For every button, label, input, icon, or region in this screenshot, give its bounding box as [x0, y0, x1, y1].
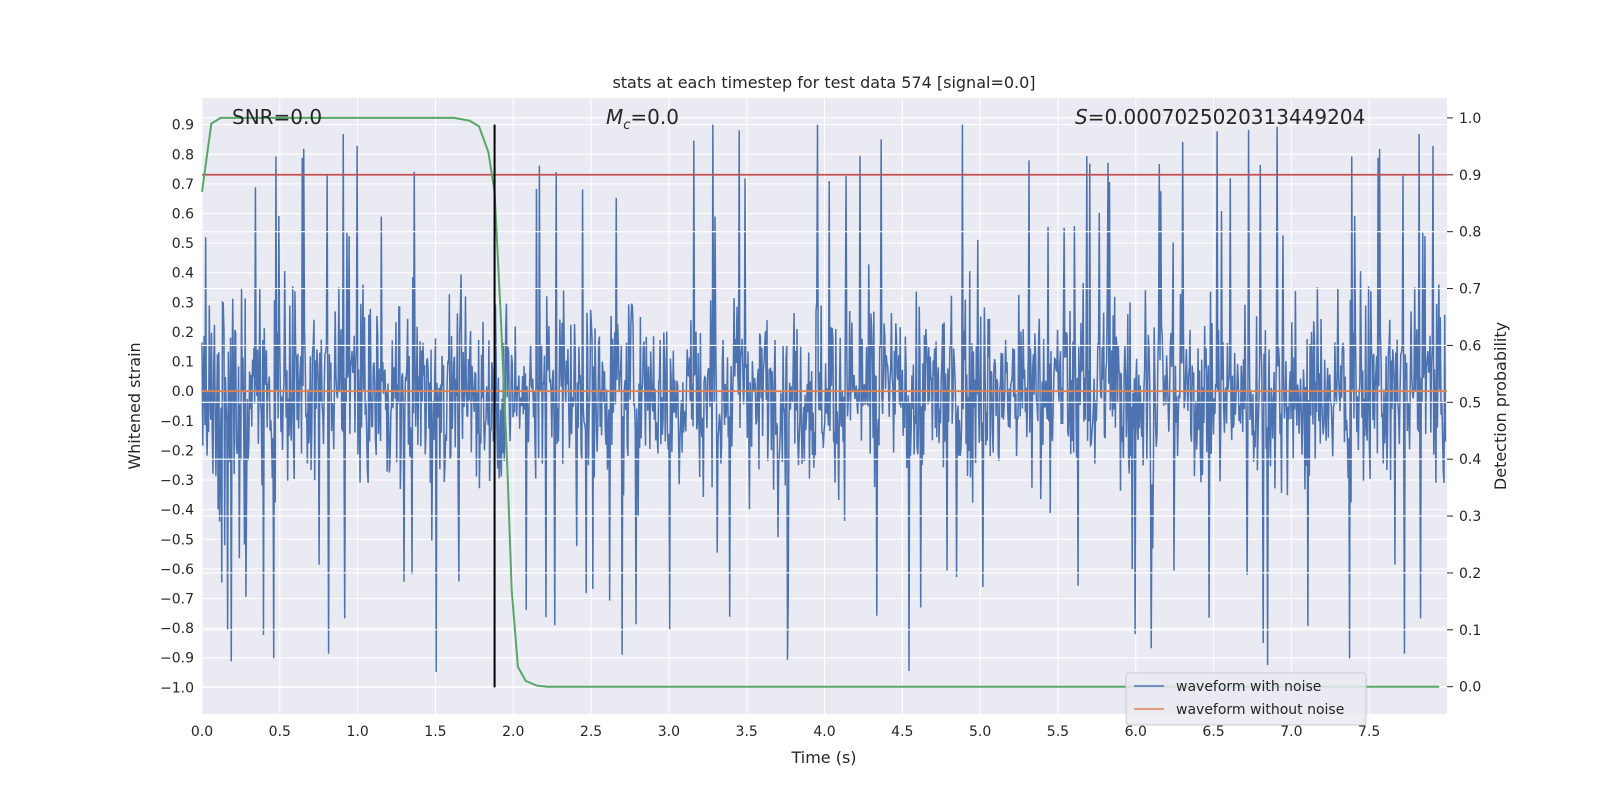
y-tick-label: −1.0: [160, 680, 194, 696]
y-right-tick-label: 0.7: [1459, 282, 1481, 298]
y-right-tick-label: 0.9: [1459, 168, 1481, 184]
chirp-mass-subscript: c: [623, 118, 630, 133]
y-tick-label: −0.6: [160, 562, 194, 578]
y-tick-label: 0.2: [172, 325, 194, 341]
legend-label-clean: waveform without noise: [1176, 702, 1344, 718]
s-symbol: S: [1075, 105, 1088, 129]
y-tick-label: −0.1: [160, 414, 194, 430]
x-tick-label: 7.0: [1280, 724, 1302, 740]
x-tick-label: 4.5: [891, 724, 913, 740]
x-tick-label: 6.0: [1125, 724, 1147, 740]
legend-label-noisy: waveform with noise: [1176, 679, 1321, 695]
x-tick-label: 1.0: [346, 724, 368, 740]
x-tick-label: 5.5: [1047, 724, 1069, 740]
y-right-tick-label: 0.8: [1459, 225, 1481, 241]
x-tick-label: 0.5: [269, 724, 291, 740]
legend-box: [1125, 672, 1367, 726]
y-right-tick-label: 0.1: [1459, 623, 1481, 639]
y-right-tick-label: 0.5: [1459, 395, 1481, 411]
x-tick-label: 0.0: [191, 724, 213, 740]
y-tick-label: −0.9: [160, 651, 194, 667]
y-right-tick-label: 0.4: [1459, 452, 1481, 468]
x-tick-label: 6.5: [1202, 724, 1224, 740]
y-right-axis-label: Detection probability: [1491, 322, 1510, 490]
y-tick-label: 0.1: [172, 355, 194, 371]
y-tick-label: 0.6: [172, 207, 194, 223]
y-right-tick-label: 0.0: [1459, 680, 1481, 696]
s-value: =0.0007025020313449204: [1088, 105, 1366, 129]
chirp-mass-value: =0.0: [630, 105, 679, 129]
series-layer: [201, 124, 1447, 673]
x-tick-label: 7.5: [1358, 724, 1380, 740]
x-axis-label: Time (s): [790, 748, 856, 767]
y-right-tick-label: 0.6: [1459, 338, 1481, 354]
y-tick-labels: 0.9 0.8 0.7 0.6 0.5 0.4 0.3 0.2 0.1 0.0 −0.1 −0.2 −0…: [160, 118, 194, 697]
x-tick-label: 2.5: [580, 724, 602, 740]
y-tick-label: 0.7: [172, 177, 194, 193]
series-waveform-with-noise: [201, 124, 1447, 673]
y-tick-label: −0.3: [160, 473, 194, 489]
y-right-tick-labels: 1.0 0.9 0.8 0.7 0.6 0.5 0.4 0.3 0.2 0.1 0.0: [1447, 111, 1481, 696]
chart-title: stats at each timestep for test data 574…: [612, 73, 1035, 92]
y-tick-label: 0.8: [172, 147, 194, 163]
chirp-mass-symbol: M: [606, 105, 623, 129]
y-tick-label: −0.5: [160, 532, 194, 548]
x-tick-label: 1.5: [424, 724, 446, 740]
x-tick-label: 2.0: [502, 724, 524, 740]
snr-annotation: SNR=0.0: [232, 105, 322, 129]
legend: waveform with noise waveform without noi…: [1125, 672, 1367, 726]
x-tick-label: 3.0: [658, 724, 680, 740]
y-tick-label: −0.7: [160, 592, 194, 608]
y-right-tick-label: 0.2: [1459, 566, 1481, 582]
y-tick-label: −0.8: [160, 621, 194, 637]
x-tick-label: 4.0: [813, 724, 835, 740]
x-tick-label: 3.5: [736, 724, 758, 740]
y-right-tick-label: 1.0: [1459, 111, 1481, 127]
x-tick-label: 5.0: [969, 724, 991, 740]
overlay-layer: [201, 116, 1447, 688]
y-tick-label: −0.2: [160, 443, 194, 459]
series-detection-probability: [201, 116, 1440, 688]
y-axis-label: Whitened strain: [125, 342, 144, 469]
y-tick-label: 0.9: [172, 118, 194, 134]
y-tick-label: 0.3: [172, 295, 194, 311]
s-annotation: S=0.0007025020313449204: [1075, 105, 1365, 129]
chirp-mass-annotation: Mc=0.0: [606, 105, 679, 133]
y-tick-label: 0.0: [172, 384, 194, 400]
y-tick-label: 0.4: [172, 266, 194, 282]
y-right-tick-label: 0.3: [1459, 509, 1481, 525]
y-tick-label: −0.4: [160, 503, 194, 519]
x-tick-labels: 0.0 0.5 1.0 1.5 2.0 2.5 3.0 3.5 4.0 4.5 5.0 5.5 6.0 6…: [191, 724, 1380, 740]
y-tick-label: 0.5: [172, 236, 194, 252]
